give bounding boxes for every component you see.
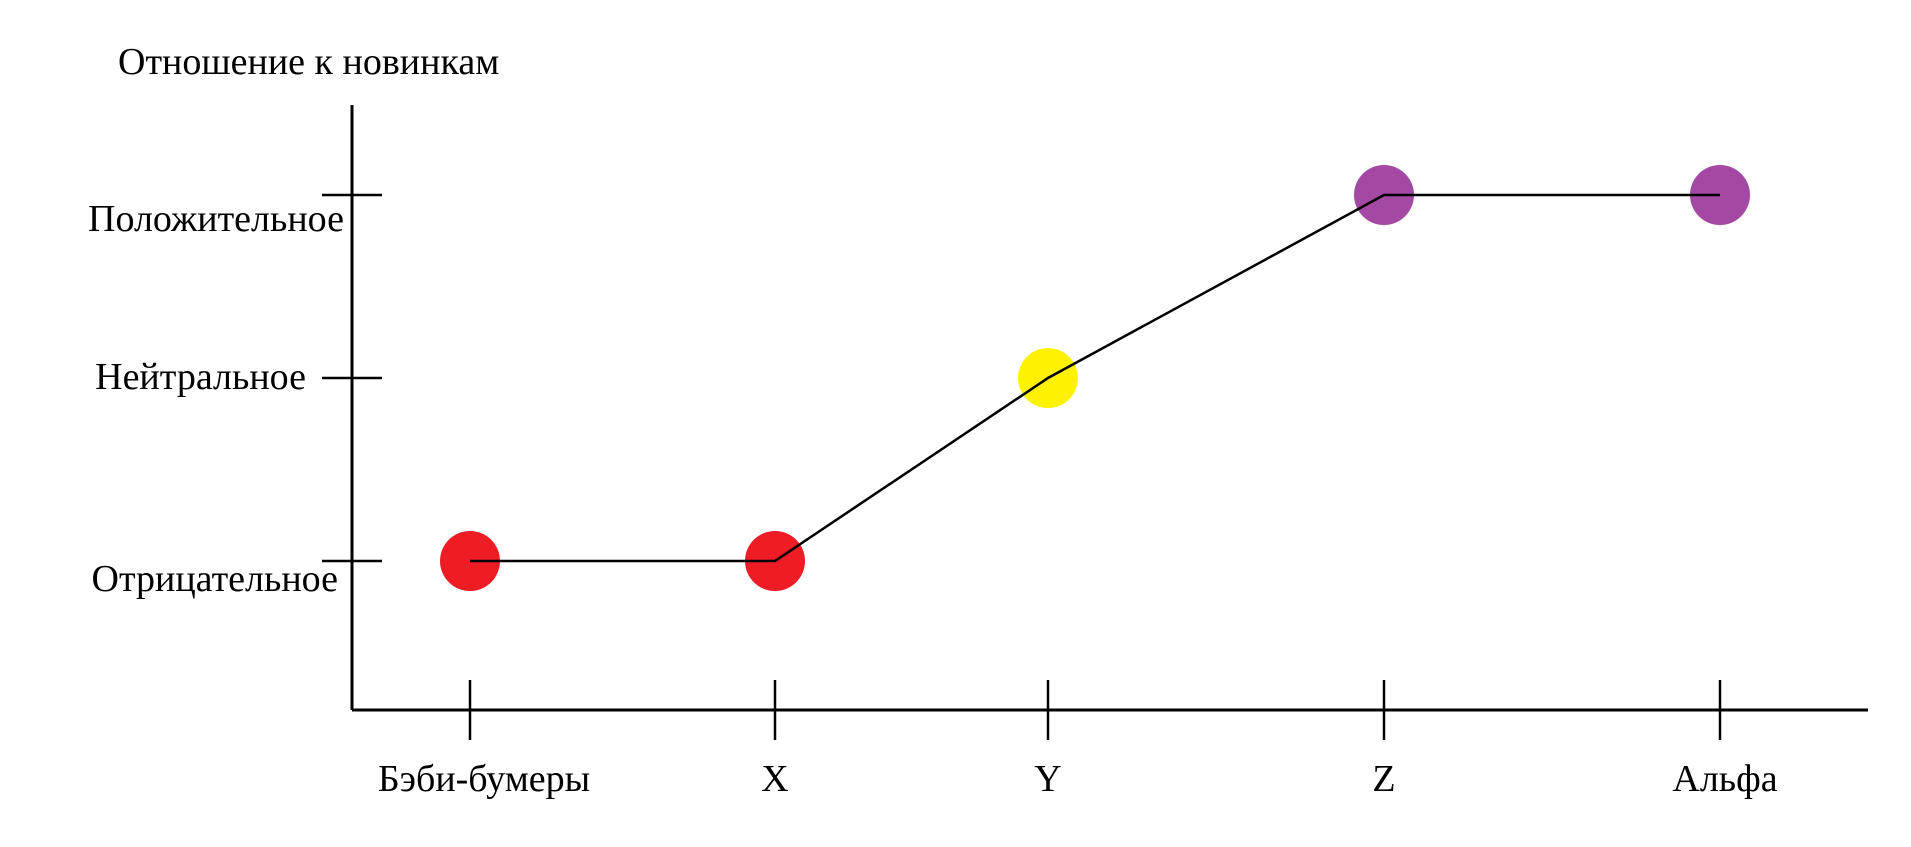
ytick-label-negative: Отрицательное (91, 558, 339, 600)
ytick-label-neutral: Нейтральное (95, 356, 306, 398)
series-line (470, 193, 1720, 563)
ytick-label-positive: Положительное (88, 198, 344, 240)
xtick-label-alpha: Альфа (1672, 758, 1778, 800)
xtick-label-baby-boomers: Бэби-бумеры (377, 758, 591, 800)
xtick-label-z: Z (1372, 758, 1396, 800)
xtick-label-x: X (761, 758, 789, 800)
xtick-label-y: Y (1034, 758, 1062, 800)
chart-title: Отношение к новинкам (118, 41, 500, 83)
